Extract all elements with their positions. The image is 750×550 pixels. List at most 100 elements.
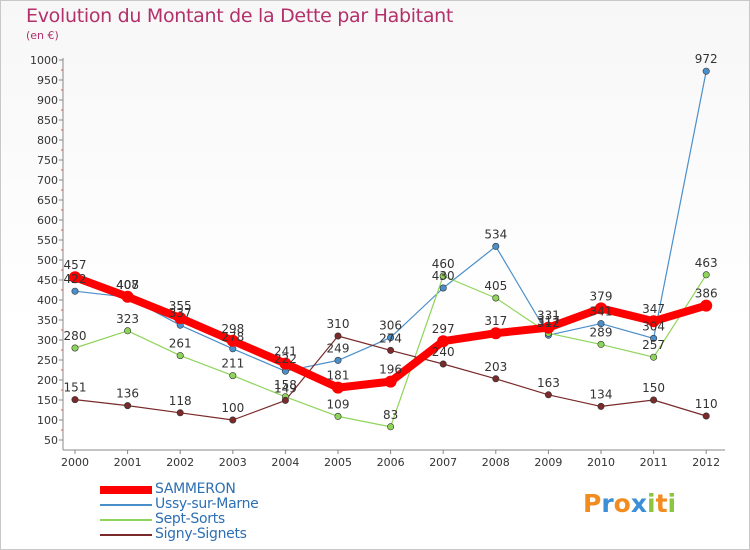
data-label: 222: [274, 352, 297, 366]
data-point: [650, 396, 658, 404]
data-label: 323: [116, 312, 139, 326]
data-point: [702, 271, 710, 279]
data-label: 158: [274, 378, 297, 392]
data-label: 304: [642, 319, 665, 333]
data-point: [492, 375, 500, 383]
data-label: 405: [484, 279, 507, 293]
y-tick-label: 800: [37, 134, 58, 147]
data-labels: 422 407 337 278 222 249 306 430 534 312 341 304 972 2…: [64, 52, 718, 422]
data-label: 149: [274, 381, 297, 395]
x-tick-label: 2005: [324, 456, 352, 469]
legend-swatch: [100, 519, 152, 521]
x-tick-label: 2012: [692, 456, 720, 469]
legend-item: Signy-Signets: [100, 526, 340, 543]
data-point: [492, 294, 500, 302]
y-tick-label: 650: [37, 194, 58, 207]
data-point: [492, 242, 500, 250]
logo-letter: x: [630, 489, 647, 518]
data-point: [124, 327, 132, 335]
data-label: 534: [484, 227, 507, 241]
data-point: [334, 332, 342, 340]
data-label: 298: [221, 322, 244, 336]
data-point: [71, 344, 79, 352]
data-point: [334, 412, 342, 420]
data-point: [226, 334, 239, 347]
legend-label: SAMMERON: [155, 481, 236, 497]
data-point: [71, 287, 79, 295]
chart-legend: SAMMERON Ussy-sur-Marne Sept-Sorts Signy-Si…: [100, 481, 340, 543]
legend-item: SAMMERON: [100, 481, 340, 498]
x-tick-label: 2008: [482, 456, 510, 469]
data-point: [439, 272, 447, 280]
data-label: 407: [116, 278, 139, 292]
data-label: 181: [327, 369, 350, 383]
x-tick-label: 2001: [114, 456, 142, 469]
y-tick-label: 50: [44, 434, 58, 447]
data-point: [597, 402, 605, 410]
data-label: 151: [64, 381, 87, 395]
data-label: 136: [116, 387, 139, 401]
data-label: 261: [169, 337, 192, 351]
data-point: [439, 360, 447, 368]
y-tick-label: 1000: [30, 54, 58, 67]
data-label: 249: [327, 341, 350, 355]
data-label: 240: [432, 345, 455, 359]
data-label: 386: [695, 287, 718, 301]
data-point: [69, 271, 81, 284]
chart-axes: 50 100 150 200 250 300 350 400 450 500 550 600 650 70…: [30, 54, 725, 469]
data-point: [597, 340, 605, 348]
data-point: [387, 334, 395, 342]
x-tick-label: 2009: [534, 456, 562, 469]
logo-letter: P: [583, 489, 602, 518]
legend-label: Signy-Signets: [155, 526, 247, 542]
data-label: 241: [274, 345, 297, 359]
data-label: 310: [327, 317, 350, 331]
data-point: [597, 320, 605, 328]
logo-letter: o: [613, 489, 631, 518]
data-label: 379: [590, 289, 613, 303]
data-point: [650, 353, 658, 361]
data-label: 341: [590, 305, 613, 319]
data-point: [437, 335, 450, 348]
data-label: 347: [642, 302, 665, 316]
x-tick-label: 2011: [640, 456, 668, 469]
logo-letter: r: [601, 489, 614, 518]
data-point: [439, 284, 447, 292]
data-label: 203: [484, 360, 507, 374]
data-label: 337: [169, 306, 192, 320]
data-label: 150: [642, 381, 665, 395]
x-tick-label: 2004: [271, 456, 299, 469]
data-label: 118: [169, 394, 192, 408]
x-tick-label: 2000: [61, 456, 89, 469]
chart-title: Evolution du Montant de la Dette par Hab…: [26, 5, 454, 27]
data-label: 317: [537, 314, 560, 328]
data-label: 100: [221, 401, 244, 415]
data-point: [229, 416, 237, 424]
data-point: [700, 299, 713, 312]
data-label: 317: [484, 314, 507, 328]
y-tick-label: 950: [37, 74, 58, 87]
y-tick-label: 550: [37, 234, 58, 247]
legend-label: Ussy-sur-Marne: [155, 496, 259, 512]
data-point: [334, 356, 342, 364]
data-label: 331: [537, 309, 560, 323]
y-tick-label: 150: [37, 394, 58, 407]
data-label: 355: [169, 299, 192, 313]
y-tick-label: 900: [37, 94, 58, 107]
x-tick-label: 2003: [219, 456, 247, 469]
data-label: 257: [642, 338, 665, 352]
chart-subtitle: (en €): [26, 29, 59, 42]
data-point: [71, 396, 79, 404]
data-point: [387, 423, 395, 431]
logo-letter: i: [667, 489, 677, 518]
y-tick-label: 100: [37, 414, 58, 427]
data-point: [281, 396, 289, 404]
data-point: [387, 346, 395, 354]
data-label: 278: [221, 330, 244, 344]
y-tick-label: 600: [37, 214, 58, 227]
data-point: [650, 334, 658, 342]
x-tick-label: 2007: [429, 456, 457, 469]
data-point: [544, 391, 552, 399]
x-tick-label: 2010: [587, 456, 615, 469]
data-label: 274: [379, 331, 402, 345]
